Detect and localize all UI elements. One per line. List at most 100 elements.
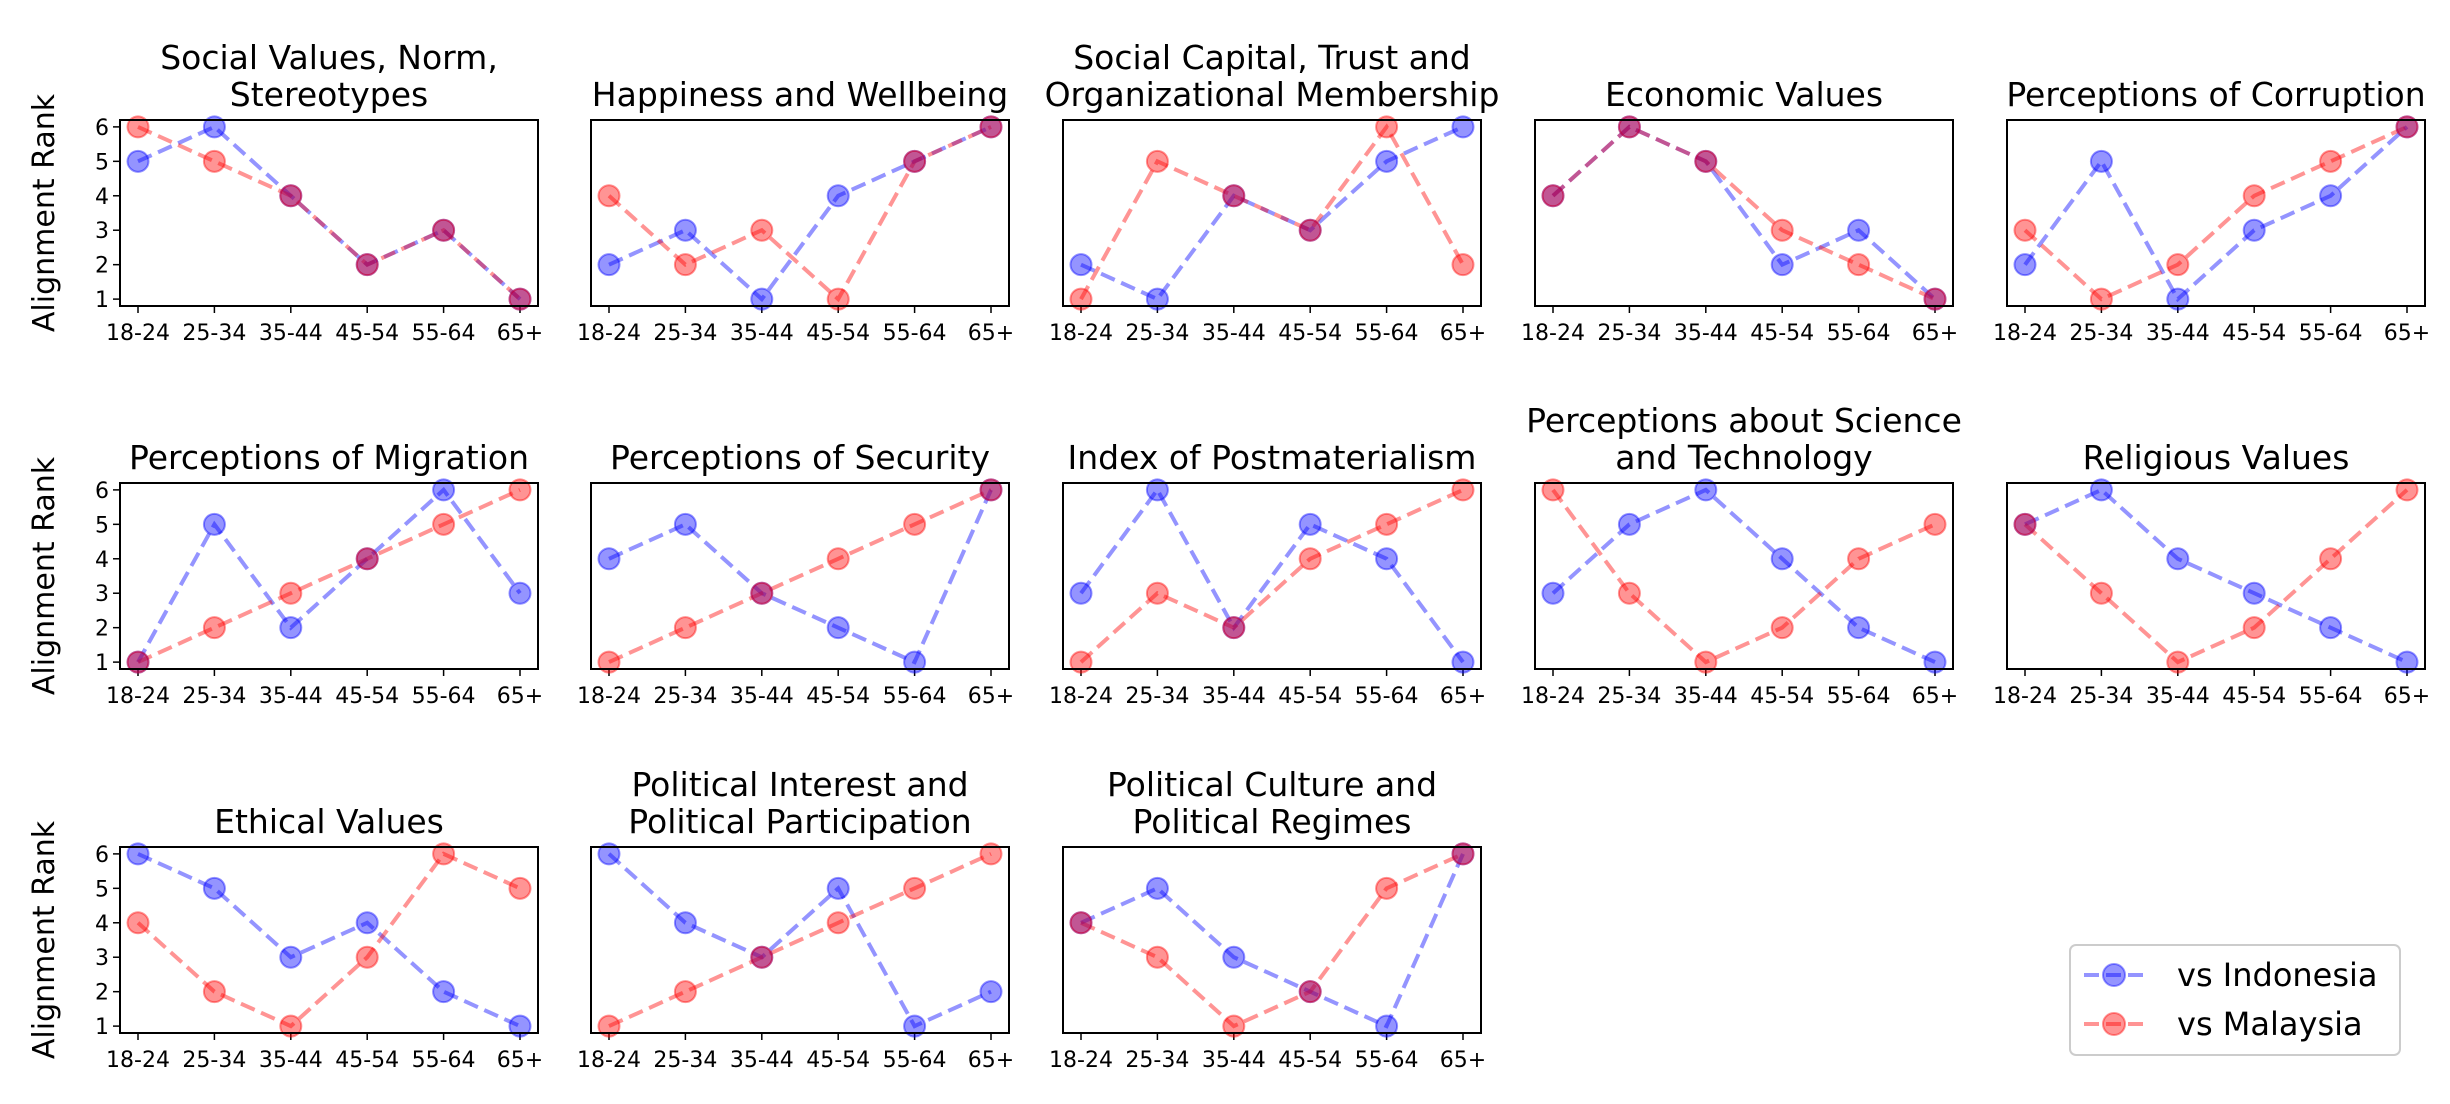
point-indonesia [2242, 581, 2266, 605]
series-line-indonesia [137, 124, 522, 301]
point-malaysia [126, 115, 150, 139]
series-line-indonesia [1080, 125, 1464, 302]
y-tick-label: 4 [95, 548, 109, 573]
series-line-malaysia [1080, 852, 1464, 1029]
point-indonesia [1617, 115, 1641, 139]
panel-frame [1534, 119, 1954, 307]
panel-title: Perceptions of Migration [129, 438, 529, 477]
y-tick-label: 1 [95, 288, 109, 313]
y-tick-label: 6 [95, 843, 109, 868]
y-axis-label: Alignment Rank [27, 93, 62, 332]
x-tick-label: 25-34 [2069, 684, 2133, 709]
legend-marker [2102, 1012, 2126, 1036]
point-indonesia [126, 842, 150, 866]
point-indonesia [1694, 149, 1718, 173]
x-tick-label: 25-34 [182, 321, 246, 346]
x-tick-label: 55-64 [412, 684, 476, 709]
point-malaysia [2089, 581, 2113, 605]
x-tick-label: 45-54 [1278, 321, 1342, 346]
panel-title: Political Participation [628, 802, 971, 841]
x-tick-label: 55-64 [412, 321, 476, 346]
x-tick-label: 45-54 [1750, 684, 1814, 709]
point-indonesia [1847, 616, 1871, 640]
point-indonesia [673, 512, 697, 536]
point-malaysia [1847, 547, 1871, 571]
point-indonesia [1451, 115, 1475, 139]
panel-2: Happiness and Wellbeing 18-24 25-34 35-44 45… [577, 75, 1014, 346]
point-indonesia [1222, 945, 1246, 969]
point-indonesia [750, 581, 774, 605]
series-line-indonesia [1551, 487, 1936, 664]
point-indonesia [750, 945, 774, 969]
x-tick-label: 65+ [497, 1048, 543, 1073]
panel-frame [590, 119, 1010, 307]
point-indonesia [2013, 512, 2037, 536]
point-malaysia [202, 616, 226, 640]
series-line-malaysia [608, 852, 992, 1028]
x-tick-label: 55-64 [412, 1048, 476, 1073]
point-indonesia [979, 115, 1003, 139]
point-indonesia [279, 945, 303, 969]
series-line-malaysia [137, 125, 522, 301]
point-indonesia [2242, 218, 2266, 242]
y-tick-label: 2 [95, 254, 109, 279]
series-line-malaysia [1079, 488, 1464, 664]
x-tick-label: 45-54 [1750, 321, 1814, 346]
x-tick-label: 18-24 [106, 684, 170, 709]
point-indonesia [1541, 581, 1565, 605]
point-malaysia [508, 876, 532, 900]
point-indonesia [1375, 1014, 1399, 1038]
point-indonesia [2166, 287, 2190, 311]
x-tick-label: 65+ [497, 321, 543, 346]
point-malaysia [2319, 149, 2343, 173]
point-indonesia [202, 115, 226, 139]
x-tick-label: 45-54 [806, 1048, 870, 1073]
series-line-malaysia [1551, 488, 1936, 665]
point-indonesia [2013, 253, 2037, 277]
point-indonesia [1451, 650, 1475, 674]
panel-title: Perceptions of Security [610, 438, 990, 477]
point-malaysia [1770, 616, 1794, 640]
point-indonesia [1375, 547, 1399, 571]
x-tick-label: 35-44 [1202, 321, 1266, 346]
x-tick-label: 45-54 [2222, 684, 2286, 709]
x-tick-label: 18-24 [1993, 321, 2057, 346]
x-tick-label: 35-44 [1202, 1048, 1266, 1073]
x-tick-label: 65+ [2384, 321, 2430, 346]
point-indonesia [202, 876, 226, 900]
point-indonesia [826, 184, 850, 208]
panel-title: Political Culture and [1107, 765, 1437, 804]
x-tick-label: 25-34 [653, 321, 717, 346]
point-malaysia [2089, 287, 2113, 311]
point-malaysia [2166, 650, 2190, 674]
x-tick-label: 45-54 [335, 684, 399, 709]
panel-frame [1062, 846, 1482, 1034]
point-malaysia [1298, 980, 1322, 1004]
panel-6: Perceptions of Migration 18-24 25-34 35-44 4… [27, 438, 543, 709]
panel-title: Perceptions about Science [1526, 401, 1962, 440]
series-line-malaysia [136, 851, 521, 1029]
point-indonesia [1923, 650, 1947, 674]
series-line-indonesia [136, 486, 522, 664]
point-indonesia [903, 149, 927, 173]
point-malaysia [202, 149, 226, 173]
y-tick-label: 6 [95, 116, 109, 141]
x-tick-label: 65+ [2384, 684, 2430, 709]
legend-frame [2069, 944, 2401, 1056]
point-malaysia [903, 149, 927, 173]
x-tick-label: 65+ [968, 1048, 1014, 1073]
panel-frame [590, 482, 1010, 670]
y-tick-label: 4 [95, 185, 109, 210]
panel-3: Social Capital, Trust andOrganizational … [1045, 38, 1500, 346]
panel-7: Perceptions of Security 18-24 25-34 35-44 45… [577, 438, 1014, 709]
panel-title: Organizational Membership [1045, 75, 1500, 114]
point-indonesia [279, 184, 303, 208]
point-malaysia [1298, 218, 1322, 242]
x-tick-label: 25-34 [1597, 684, 1661, 709]
y-tick-label: 4 [95, 912, 109, 937]
legend-label: vs Indonesia [2177, 956, 2378, 994]
point-malaysia [597, 1014, 621, 1038]
y-tick-label: 1 [95, 1015, 109, 1040]
